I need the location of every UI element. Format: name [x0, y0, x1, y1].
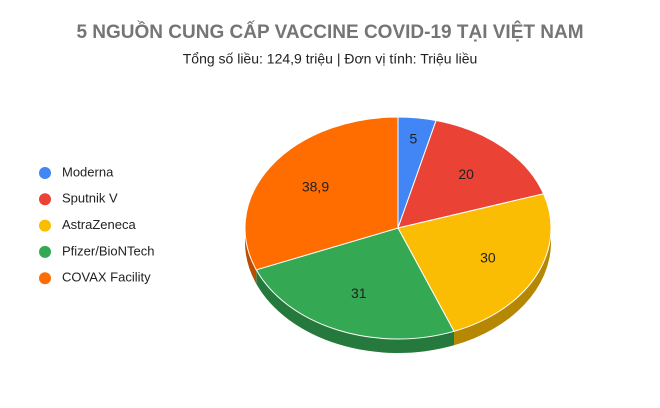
- legend-label: Moderna: [62, 164, 114, 179]
- slice-side: [454, 228, 551, 346]
- slice-side: [245, 228, 257, 284]
- pie-slice: [397, 119, 545, 229]
- pie-slice: [244, 116, 399, 271]
- legend-marker: [39, 193, 51, 206]
- legend-label: COVAX Facility: [62, 270, 151, 285]
- chart-title: 5 NGUỒN CUNG CẤP VACCINE COVID-19 TẠI VI…: [76, 21, 583, 43]
- data-label: 31: [351, 285, 367, 301]
- legend-marker: [39, 272, 51, 285]
- data-label: 30: [480, 250, 496, 266]
- legend-label: Pfizer/BioNTech: [62, 243, 154, 258]
- chart-subtitle: Tổng số liều: 124,9 triệu | Đơn vị tính:…: [183, 51, 478, 67]
- legend-marker: [39, 245, 51, 258]
- data-label: 20: [458, 166, 474, 182]
- legend-label: AstraZeneca: [62, 217, 136, 232]
- legend-label: Sputnik V: [62, 191, 118, 206]
- pie-slice: [255, 227, 455, 340]
- slice-side: [256, 269, 455, 353]
- data-label: 5: [409, 131, 417, 147]
- pie-slice: [397, 193, 552, 332]
- legend-marker: [39, 167, 51, 179]
- legend-marker: [39, 219, 51, 232]
- data-label: 38,9: [302, 178, 329, 194]
